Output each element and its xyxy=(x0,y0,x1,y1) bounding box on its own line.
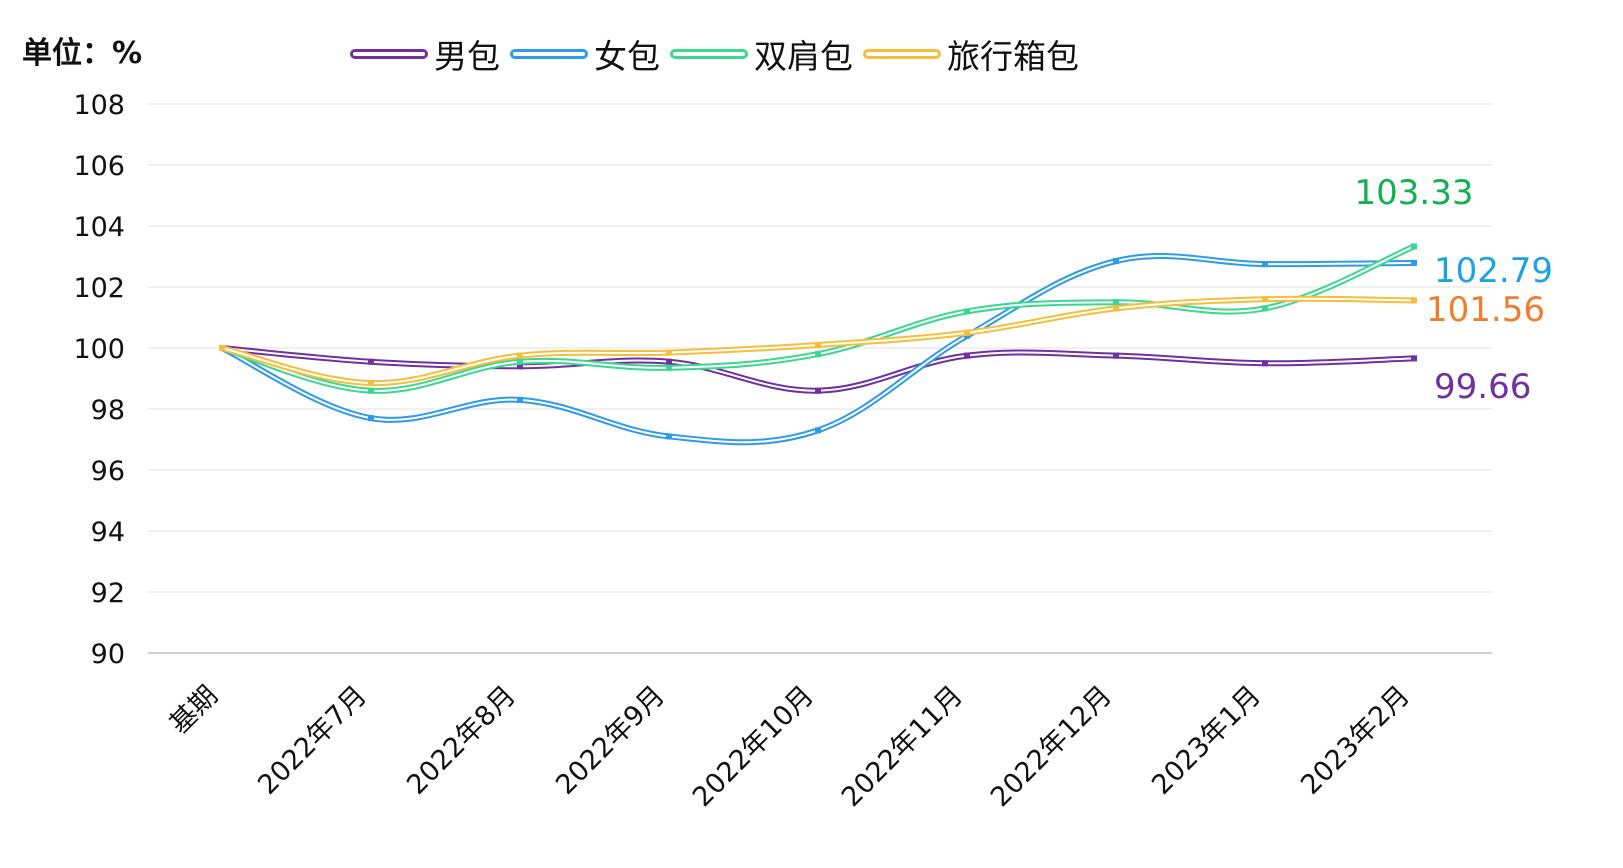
series-1 xyxy=(219,252,1417,446)
legend-swatch xyxy=(510,49,588,59)
data-point xyxy=(964,352,970,359)
x-tick-label: 2022年12月 xyxy=(985,680,1118,813)
data-point xyxy=(1262,261,1268,268)
end-value-label: 102.79 xyxy=(1434,251,1553,291)
data-point xyxy=(1262,305,1268,312)
end-value-label: 103.33 xyxy=(1355,173,1474,213)
x-tick-label: 基期 xyxy=(164,680,224,740)
data-point xyxy=(219,345,225,351)
grid-layer xyxy=(148,103,1492,654)
data-point xyxy=(517,396,523,403)
series-line-outer xyxy=(219,252,1417,446)
series-line-inner xyxy=(221,245,1415,392)
data-point xyxy=(815,427,821,434)
legend-label: 男包 xyxy=(434,37,500,76)
data-point xyxy=(517,363,523,370)
data-point xyxy=(1411,297,1417,304)
data-point xyxy=(1113,299,1119,306)
y-tick-label: 106 xyxy=(73,151,125,182)
data-point xyxy=(368,387,374,394)
legend-swatch xyxy=(350,49,428,59)
x-tick-label: 2022年9月 xyxy=(550,680,671,801)
legend-swatch xyxy=(863,49,941,59)
data-point xyxy=(1113,258,1119,265)
x-tick-label: 2022年8月 xyxy=(401,680,522,801)
legend-item: 女包 xyxy=(510,30,660,78)
legend-item: 旅行箱包 xyxy=(863,30,1079,78)
legend-label: 双肩包 xyxy=(754,37,853,76)
legend-label: 女包 xyxy=(594,37,660,76)
x-tick-label: 2023年2月 xyxy=(1295,680,1416,801)
y-tick-label: 94 xyxy=(91,517,125,548)
legend-label: 旅行箱包 xyxy=(947,37,1079,76)
y-tick-label: 104 xyxy=(73,212,125,243)
x-tick-label: 2023年1月 xyxy=(1146,680,1267,801)
chart-legend: 男包 女包 双肩包 旅行箱包 xyxy=(350,30,1089,78)
y-tick-label: 90 xyxy=(91,639,125,670)
data-point xyxy=(964,332,970,339)
data-point xyxy=(666,433,672,440)
data-point xyxy=(517,358,523,365)
label-layer: 99.66 102.79 103.33 101.56 xyxy=(1355,173,1553,407)
series-line-outer xyxy=(219,243,1417,394)
y-tick-label: 92 xyxy=(91,578,125,609)
data-point xyxy=(368,380,374,387)
data-point xyxy=(815,351,821,358)
data-point xyxy=(368,415,374,422)
x-tick-label: 2022年11月 xyxy=(836,680,969,813)
end-value-label: 101.56 xyxy=(1426,290,1545,330)
y-tick-label: 96 xyxy=(91,456,125,487)
data-point xyxy=(1113,305,1119,312)
data-point xyxy=(1262,360,1268,367)
y-tick-label: 102 xyxy=(73,273,125,304)
data-point xyxy=(1411,259,1417,266)
y-tick-label: 108 xyxy=(73,90,125,121)
data-point xyxy=(964,308,970,315)
data-point xyxy=(666,349,672,356)
data-point xyxy=(815,387,821,394)
data-point xyxy=(1411,355,1417,362)
series-line-inner xyxy=(221,254,1415,444)
end-value-label: 99.66 xyxy=(1434,367,1531,407)
data-point xyxy=(666,358,672,365)
data-point xyxy=(666,364,672,371)
legend-item: 男包 xyxy=(350,30,500,78)
data-point xyxy=(1411,243,1417,250)
y-tick-label: 98 xyxy=(91,395,125,426)
series-3 xyxy=(219,295,1417,387)
unit-label: 单位：% xyxy=(22,36,143,71)
axis-layer: 90 92 94 96 98 100 102 104 106 108 基期 2022年7月 2022年8… xyxy=(73,90,1415,813)
x-tick-label: 2022年10月 xyxy=(687,680,820,813)
legend-item: 双肩包 xyxy=(670,30,853,78)
x-tick-label: 2022年7月 xyxy=(252,680,373,801)
data-point xyxy=(517,352,523,359)
data-point xyxy=(815,341,821,348)
y-tick-label: 100 xyxy=(73,334,125,365)
legend-swatch xyxy=(670,49,748,59)
series-layer xyxy=(219,243,1417,446)
data-point xyxy=(1113,352,1119,359)
data-point xyxy=(1262,296,1268,303)
series-0 xyxy=(219,345,1417,394)
series-2 xyxy=(219,243,1417,394)
data-point xyxy=(368,358,374,365)
data-point xyxy=(964,329,970,336)
